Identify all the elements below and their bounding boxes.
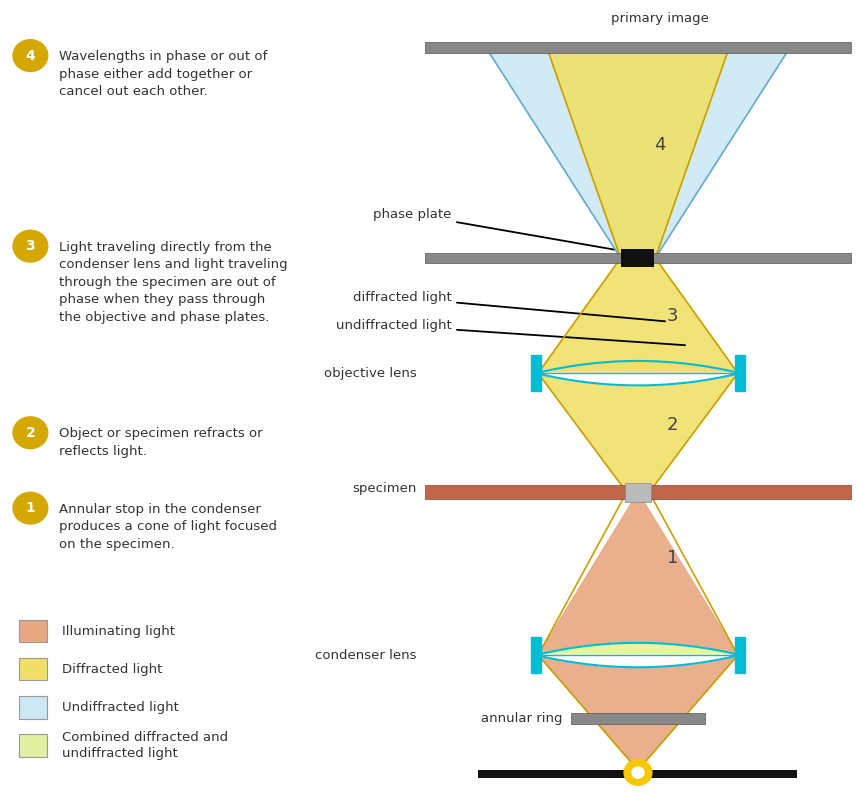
Text: 1: 1 — [25, 501, 36, 515]
Text: Undiffracted light: Undiffracted light — [62, 701, 180, 714]
Bar — [734, 638, 746, 673]
Text: specimen: specimen — [352, 482, 417, 495]
Circle shape — [13, 40, 48, 71]
Bar — [19, 734, 47, 757]
Polygon shape — [536, 655, 740, 667]
Text: 4: 4 — [25, 48, 36, 63]
Bar — [425, 252, 851, 263]
Text: Light traveling directly from the
condenser lens and light traveling
through the: Light traveling directly from the conden… — [59, 241, 287, 324]
Text: phase plate: phase plate — [373, 208, 615, 249]
Bar — [19, 696, 47, 719]
Bar — [530, 356, 542, 391]
Bar — [19, 620, 47, 642]
Bar — [570, 713, 705, 724]
Bar — [425, 485, 851, 499]
Text: Object or specimen refracts or
reflects light.: Object or specimen refracts or reflects … — [59, 427, 263, 457]
Circle shape — [13, 492, 48, 524]
Polygon shape — [536, 643, 740, 655]
Polygon shape — [536, 373, 740, 385]
Bar — [734, 356, 746, 391]
Text: undiffracted light: undiffracted light — [336, 319, 685, 345]
Bar — [621, 249, 654, 267]
Circle shape — [13, 230, 48, 262]
Text: Diffracted light: Diffracted light — [62, 663, 163, 676]
Text: Illuminating light: Illuminating light — [62, 625, 175, 638]
Text: 4: 4 — [654, 136, 666, 154]
Circle shape — [624, 760, 652, 785]
Polygon shape — [538, 258, 738, 373]
Text: primary image: primary image — [611, 13, 708, 25]
Bar — [625, 483, 651, 502]
Polygon shape — [538, 492, 738, 770]
Polygon shape — [547, 48, 729, 258]
Text: annular ring: annular ring — [481, 712, 562, 725]
Text: 3: 3 — [25, 239, 36, 253]
Circle shape — [632, 767, 644, 778]
Text: Annular stop in the condenser
produces a cone of light focused
on the specimen.: Annular stop in the condenser produces a… — [59, 503, 277, 550]
Text: 2: 2 — [667, 416, 679, 434]
Polygon shape — [538, 373, 738, 492]
Text: 3: 3 — [667, 306, 679, 325]
Text: objective lens: objective lens — [324, 367, 417, 380]
Bar — [425, 43, 851, 53]
Bar — [19, 658, 47, 680]
Text: Wavelengths in phase or out of
phase either add together or
cancel out each othe: Wavelengths in phase or out of phase eit… — [59, 50, 267, 98]
Bar — [478, 770, 798, 778]
Text: 1: 1 — [667, 549, 679, 567]
Bar — [530, 638, 542, 673]
Circle shape — [13, 417, 48, 449]
Polygon shape — [536, 361, 740, 373]
Text: 2: 2 — [25, 426, 36, 440]
Text: condenser lens: condenser lens — [315, 649, 417, 661]
Polygon shape — [486, 48, 790, 258]
Text: diffracted light: diffracted light — [352, 291, 665, 322]
Text: Combined diffracted and
undiffracted light: Combined diffracted and undiffracted lig… — [62, 730, 228, 761]
